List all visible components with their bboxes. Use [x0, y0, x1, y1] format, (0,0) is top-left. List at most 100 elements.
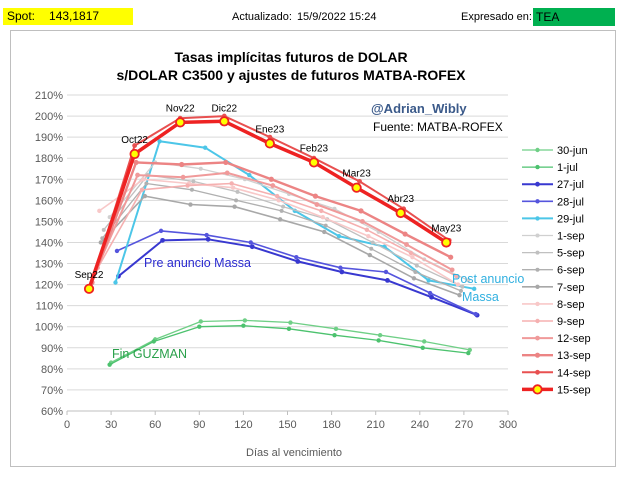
legend-swatch-marker	[534, 352, 541, 358]
data-point	[404, 242, 409, 247]
data-point	[188, 202, 193, 207]
point-label: Nov22	[166, 103, 195, 114]
data-point	[339, 269, 345, 275]
y-tick-label: 130%	[35, 259, 63, 271]
legend-item: 27-jul	[522, 179, 584, 191]
x-tick-label: 270	[455, 419, 473, 431]
data-point	[377, 332, 383, 338]
data-point	[202, 145, 208, 150]
data-point	[429, 294, 434, 300]
data-point	[133, 159, 139, 166]
legend-label: 14-sep	[557, 367, 591, 379]
y-tick-label: 170%	[35, 174, 63, 186]
annotation-post-2: Massa	[462, 290, 499, 304]
legend-item: 30-jun	[522, 145, 588, 157]
data-point	[275, 193, 280, 199]
annotation-fin: Fin GUZMAN	[112, 347, 187, 361]
data-point	[367, 252, 373, 258]
y-tick-label: 90%	[41, 343, 63, 355]
x-tick-label: 240	[411, 419, 429, 431]
series-13-sep	[89, 159, 454, 286]
data-point	[185, 183, 190, 188]
data-point	[175, 117, 186, 128]
data-point	[338, 265, 343, 270]
data-point	[441, 237, 452, 248]
data-point	[413, 269, 418, 274]
legend-swatch-marker	[535, 233, 540, 238]
data-point	[383, 269, 389, 275]
data-point	[408, 250, 414, 256]
legend-item: 13-sep	[522, 350, 591, 362]
data-point	[241, 323, 246, 328]
annotation-post-1: Post anuncio	[452, 272, 524, 286]
y-tick-label: 210%	[35, 90, 63, 102]
data-point	[277, 217, 283, 222]
data-point	[144, 181, 149, 186]
y-tick-label: 140%	[35, 237, 63, 249]
data-point	[141, 177, 146, 182]
data-point	[319, 208, 324, 214]
data-point	[219, 116, 230, 127]
data-point	[320, 214, 325, 220]
point-label: Abr23	[387, 194, 414, 205]
data-point	[158, 228, 164, 234]
legend-swatch-marker	[535, 318, 540, 324]
data-point	[448, 254, 454, 260]
data-point	[279, 208, 284, 213]
point-label: May23	[431, 223, 461, 234]
data-point	[229, 181, 234, 186]
legend-label: 29-jul	[557, 213, 584, 225]
data-point	[323, 223, 328, 228]
data-point	[132, 143, 138, 148]
data-point	[157, 139, 162, 144]
data-point	[357, 178, 362, 184]
data-point	[204, 232, 209, 238]
data-point	[385, 277, 390, 283]
x-tick-label: 60	[149, 419, 161, 431]
data-point	[308, 157, 320, 168]
expressed-label: Expresado en:	[461, 11, 532, 23]
spot-label: Spot:	[7, 9, 36, 23]
legend-item: 1-jul	[522, 162, 578, 174]
updated-value: 15/9/2022 15:24	[296, 11, 377, 23]
data-point	[449, 267, 455, 273]
x-tick-label: 90	[193, 419, 205, 431]
legend-swatch-marker	[535, 284, 540, 289]
data-point	[234, 198, 239, 203]
data-point	[466, 350, 471, 356]
legend-item: 1-sep	[522, 231, 585, 243]
y-tick-label: 70%	[41, 385, 63, 397]
y-tick-label: 150%	[35, 216, 63, 228]
legend-item: 29-jul	[522, 213, 584, 225]
y-tick-label: 120%	[35, 280, 63, 292]
updated-label: Actualizado:	[232, 11, 292, 23]
data-point	[457, 292, 462, 298]
legend-swatch-marker	[535, 267, 540, 272]
data-point	[179, 161, 185, 168]
legend-item: 15-sep	[522, 384, 591, 396]
data-point	[414, 263, 419, 268]
data-point	[426, 278, 431, 283]
x-axis-title: Días al vencimiento	[246, 447, 342, 459]
data-point	[288, 320, 293, 325]
updated-info: Actualizado: 15/9/2022 15:24	[232, 11, 376, 23]
legend-swatch-marker	[532, 384, 543, 395]
data-point	[422, 339, 427, 344]
point-label: Feb23	[300, 143, 329, 154]
data-point	[471, 286, 477, 292]
data-point	[235, 189, 240, 194]
data-point	[460, 284, 465, 289]
legend-swatch-marker	[535, 335, 540, 341]
legend-item: 5-sep	[522, 248, 585, 260]
legend-label: 7-sep	[557, 282, 585, 294]
legend-item: 8-sep	[522, 299, 585, 311]
data-point	[286, 326, 292, 332]
data-point	[402, 231, 408, 237]
data-point	[281, 204, 286, 209]
data-point	[248, 240, 253, 245]
data-point	[322, 229, 327, 235]
data-point	[135, 172, 140, 178]
y-tick-label: 190%	[35, 132, 63, 144]
chart-title: Tasas implícitas futuros de DOLAR	[174, 49, 407, 65]
